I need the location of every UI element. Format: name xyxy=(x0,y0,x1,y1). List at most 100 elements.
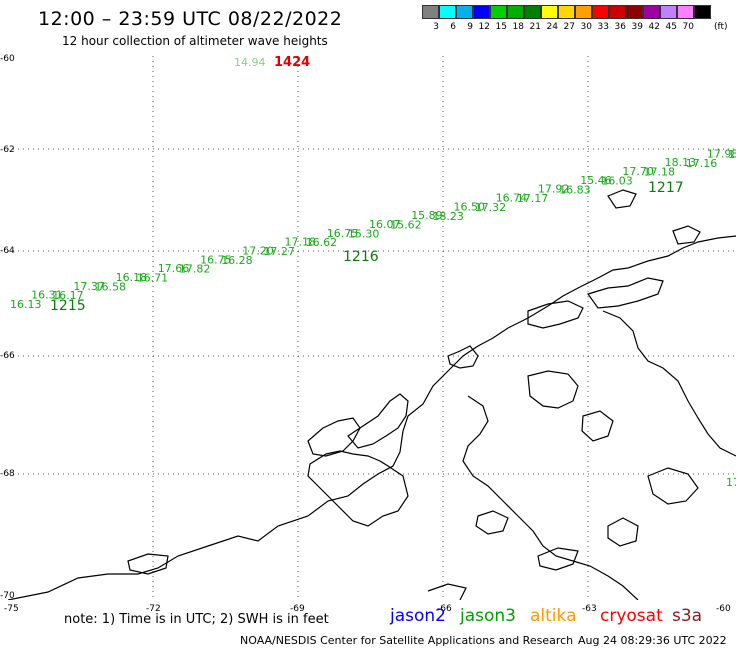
wave-height-value: 17.32 xyxy=(475,201,507,214)
pass-time-label: 1216 xyxy=(343,249,379,265)
legend-label: 27 xyxy=(563,22,575,32)
wave-height-value: 16.71 xyxy=(137,272,169,285)
lon-label: -69 xyxy=(290,604,305,614)
lon-label: -66 xyxy=(437,604,452,614)
page-title: 12:00 – 23:59 UTC 08/22/2022 xyxy=(38,8,343,30)
legend-label: 9 xyxy=(467,22,473,32)
legend-label: 12 xyxy=(478,22,490,32)
wave-height-value: 17.37 xyxy=(73,280,105,293)
legend-swatch xyxy=(456,5,473,19)
footer-note: note: 1) Time is in UTC; 2) SWH is in fe… xyxy=(64,612,329,627)
pass-time-label: 1217 xyxy=(648,180,684,196)
legend-swatch xyxy=(660,5,677,19)
satellite-jason2: jason2 xyxy=(390,606,446,626)
legend-swatch xyxy=(558,5,575,19)
color-legend-labels: 3 6 9 12 15 18 21 24 27 30 33 36 39 42 45 70 xyxy=(422,22,694,32)
legend-swatch xyxy=(626,5,643,19)
legend-swatch xyxy=(575,5,592,19)
wave-height-value: 16.28 xyxy=(221,254,253,267)
legend-swatch xyxy=(439,5,456,19)
wave-height-value: 16.17 xyxy=(52,289,83,302)
wave-height-value: 16.62 xyxy=(306,236,338,249)
wave-height-value: 17.92 xyxy=(538,183,570,196)
wave-height-value: 16.74 xyxy=(496,192,528,205)
legend-label: 3 xyxy=(433,22,439,32)
wave-height-value: 16.75 xyxy=(327,227,359,240)
lon-label: -63 xyxy=(582,604,597,614)
legend-label: 18 xyxy=(512,22,524,32)
legend-label: 6 xyxy=(450,22,456,32)
wave-height-value: 16.07 xyxy=(369,218,401,231)
legend-swatch xyxy=(422,5,439,19)
pass-time-label: 1215 xyxy=(50,298,86,314)
credit-text: NOAA/NESDIS Center for Satellite Applica… xyxy=(240,634,574,647)
satellite-jason3: jason3 xyxy=(460,606,516,626)
legend-swatch xyxy=(490,5,507,19)
wave-height-value: 16.83 xyxy=(559,183,591,196)
lat-label: -64 xyxy=(0,246,15,256)
legend-label: 70 xyxy=(682,22,694,32)
wave-height-value: 15.89 xyxy=(411,209,443,222)
wave-height-value: 16.13 xyxy=(10,298,42,311)
wave-height-value: 18.23 xyxy=(432,210,464,223)
legend-swatch xyxy=(473,5,490,19)
satellite-cryosat: cryosat xyxy=(600,606,663,626)
wave-height-value: 17.17 xyxy=(517,192,549,205)
satellite-s3a: s3a xyxy=(672,606,703,626)
wave-height-value: 16.31 xyxy=(31,289,62,302)
wave-height-value: 16.03 xyxy=(601,175,633,188)
wave-height-value: 17.20 xyxy=(242,245,273,258)
wave-height-value: 17.16 xyxy=(686,157,718,170)
lat-label: -62 xyxy=(0,145,15,155)
legend-label: 45 xyxy=(665,22,677,32)
wave-height-value: 17.3 xyxy=(728,148,736,161)
wave-height-value: 16.50 xyxy=(454,200,486,213)
wave-height-value: 14.94 xyxy=(234,56,266,69)
legend-swatch xyxy=(592,5,609,19)
legend-swatch xyxy=(677,5,694,19)
lat-label: -70 xyxy=(0,591,15,601)
legend-label: 15 xyxy=(495,22,507,32)
legend-label: 21 xyxy=(529,22,541,32)
wave-height-value: 15.46 xyxy=(580,174,612,187)
wave-height-value: 17.70 xyxy=(622,165,654,178)
wave-height-value: 15.30 xyxy=(348,227,380,240)
wave-height-value: 18.13 xyxy=(665,156,697,169)
coastline xyxy=(8,189,736,600)
legend-swatch xyxy=(541,5,558,19)
wave-height-value: 17.82 xyxy=(179,263,211,276)
legend-swatch xyxy=(507,5,524,19)
satellite-altika: altika xyxy=(530,606,577,626)
legend-swatch xyxy=(609,5,626,19)
wave-height-value: 16.58 xyxy=(95,280,127,293)
legend-unit: (ft) xyxy=(714,22,728,32)
legend-label: 42 xyxy=(648,22,660,32)
graticule xyxy=(8,56,736,600)
pass-time-label: 1424 xyxy=(274,56,310,70)
page-subtitle: 12 hour collection of altimeter wave hei… xyxy=(62,34,328,48)
legend-label: 36 xyxy=(614,22,626,32)
lat-label: -60 xyxy=(0,54,15,64)
lat-label: -68 xyxy=(0,469,15,479)
wave-height-value: 15.62 xyxy=(390,219,422,232)
lon-label: -60 xyxy=(716,604,731,614)
legend-label: 30 xyxy=(580,22,592,32)
wave-height-value: 16.18 xyxy=(116,271,148,284)
wave-height-value: 17.18 xyxy=(285,236,317,249)
legend-label: 39 xyxy=(631,22,643,32)
lon-label: -75 xyxy=(4,604,19,614)
wave-height-value: 16.75 xyxy=(200,253,232,266)
wave-height-value: 17.98 xyxy=(707,147,736,160)
map-canvas: 16.1316.3116.1717.3716.5816.1816.7117.66… xyxy=(8,56,736,600)
legend-swatch xyxy=(694,5,711,19)
legend-swatch xyxy=(524,5,541,19)
lon-label: -72 xyxy=(146,604,161,614)
lat-label: -66 xyxy=(0,351,15,361)
wave-height-value: 17 xyxy=(726,476,736,489)
color-legend xyxy=(422,5,711,19)
wave-height-value: 17.27 xyxy=(263,245,295,258)
wave-height-value: 17.66 xyxy=(158,262,190,275)
wave-height-value: 17.18 xyxy=(644,166,676,179)
legend-label: 24 xyxy=(546,22,558,32)
